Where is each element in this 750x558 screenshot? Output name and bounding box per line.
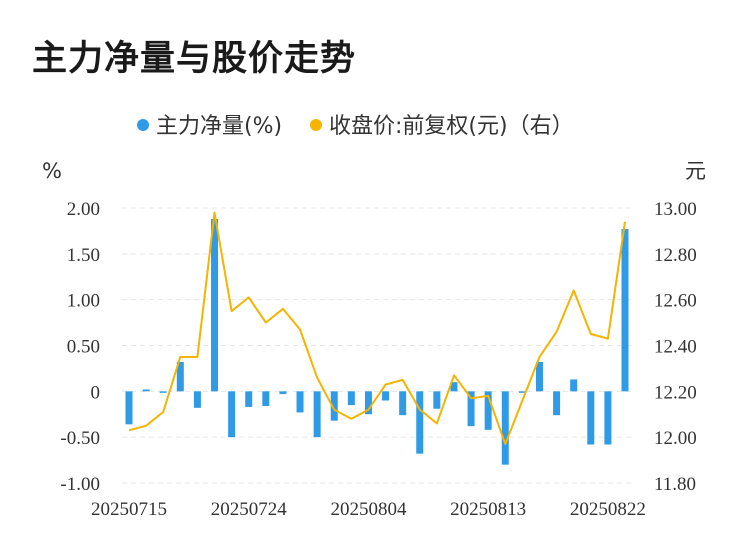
bar xyxy=(347,391,355,406)
bar xyxy=(570,379,578,392)
right-tick-label: 12.00 xyxy=(654,428,697,449)
bar xyxy=(604,391,612,445)
bar xyxy=(433,391,441,409)
bar xyxy=(621,229,629,392)
bar xyxy=(296,391,304,413)
x-tick-label: 20250822 xyxy=(570,499,646,520)
bar xyxy=(467,391,475,427)
right-axis-unit: 元 xyxy=(685,159,706,183)
left-tick-label: 1.00 xyxy=(67,291,100,312)
right-tick-label: 12.80 xyxy=(654,245,697,266)
bar xyxy=(364,391,372,415)
bar xyxy=(245,391,253,407)
right-tick-label: 12.40 xyxy=(654,337,697,358)
legend-label-net-volume: 主力净量(%) xyxy=(156,114,282,139)
bar xyxy=(501,391,509,465)
legend-swatch-net-volume xyxy=(137,119,149,131)
x-tick-label: 20250804 xyxy=(330,499,407,520)
bar xyxy=(484,391,492,430)
bar xyxy=(416,391,424,454)
legend-swatch-close-price xyxy=(310,119,322,131)
x-tick-label: 20250715 xyxy=(91,499,167,520)
bar xyxy=(279,391,287,395)
x-tick-label: 20250724 xyxy=(211,499,288,520)
left-tick-label: 2.00 xyxy=(67,199,100,220)
bar xyxy=(211,219,219,392)
bar xyxy=(262,391,270,406)
bar xyxy=(125,391,133,425)
x-axis: 20250715 20250724 20250804 20250813 20250822 xyxy=(91,499,646,520)
left-tick-label: -0.50 xyxy=(60,428,100,449)
right-tick-label: 12.60 xyxy=(654,291,697,312)
bar-series xyxy=(125,219,629,465)
left-tick-label: 0.50 xyxy=(67,337,100,358)
left-tick-label: -1.00 xyxy=(60,474,100,495)
right-tick-label: 12.20 xyxy=(654,382,697,403)
legend-label-close-price: 收盘价:前复权(元)（右） xyxy=(329,114,574,139)
bar xyxy=(228,391,236,438)
bar xyxy=(159,391,167,393)
line-series xyxy=(128,211,626,445)
bar xyxy=(176,362,184,392)
left-axis: 2.00 1.50 1.00 0.50 0 -0.50 -1.00 xyxy=(60,199,100,495)
grid xyxy=(122,207,632,484)
bar xyxy=(330,391,338,421)
left-axis-unit: % xyxy=(42,159,62,183)
right-tick-label: 13.00 xyxy=(654,199,697,220)
bar xyxy=(313,391,321,438)
chart-title: 主力净量与股价走势 xyxy=(32,39,357,79)
bar xyxy=(382,391,390,401)
left-tick-label: 1.50 xyxy=(67,245,100,266)
bar xyxy=(450,382,458,392)
x-tick-label: 20250813 xyxy=(450,499,526,520)
right-axis: 13.00 12.80 12.60 12.40 12.20 12.00 11.80 xyxy=(654,199,697,495)
bar xyxy=(142,389,150,392)
bar xyxy=(535,362,543,392)
right-tick-label: 11.80 xyxy=(654,474,696,495)
price-line xyxy=(128,211,626,445)
left-tick-label: 0 xyxy=(91,382,101,403)
bar xyxy=(399,391,407,416)
bar xyxy=(587,391,595,445)
bar xyxy=(553,391,561,416)
bar xyxy=(193,391,201,408)
bar xyxy=(518,391,526,393)
legend: 主力净量(%) 收盘价:前复权(元)（右） xyxy=(137,114,574,139)
